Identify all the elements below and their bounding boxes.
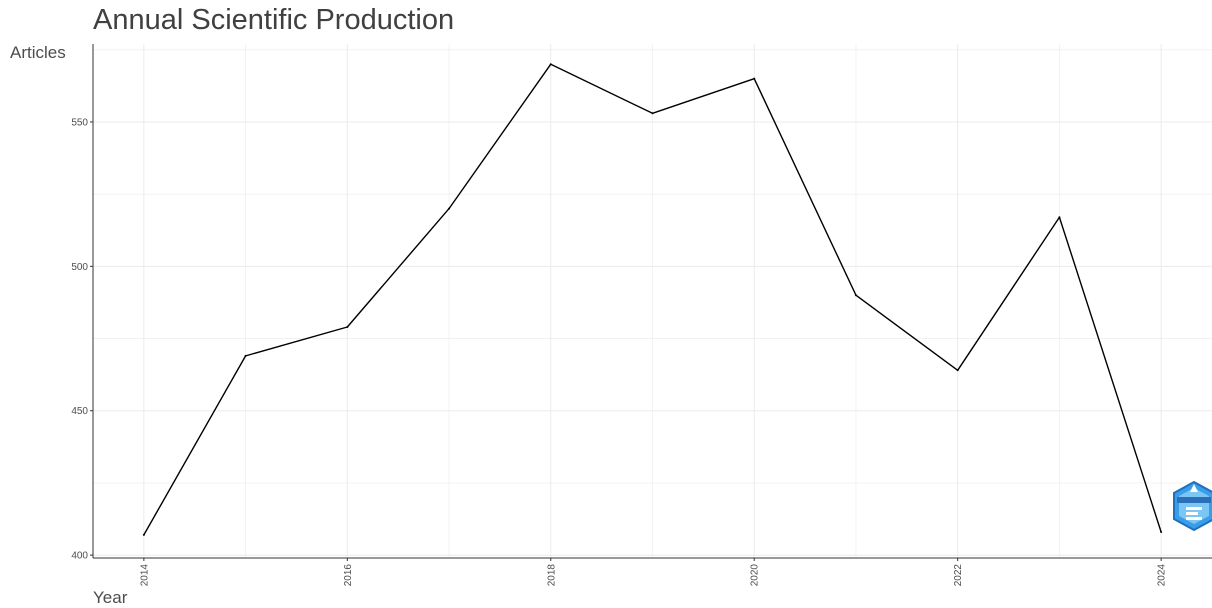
data-point	[1058, 216, 1061, 219]
x-tick-label: 2016	[343, 564, 354, 587]
data-point	[142, 533, 145, 536]
data-point	[956, 369, 959, 372]
x-tick-label: 2020	[750, 564, 761, 587]
data-point	[244, 354, 247, 357]
ticks: 400 450 500 550 2014 2016 2018 2020 2022 2024	[71, 117, 1167, 586]
data-point	[448, 207, 451, 210]
y-axis-label: Articles	[10, 43, 66, 62]
data-point	[753, 77, 756, 80]
data-point	[854, 294, 857, 297]
y-tick-label: 400	[71, 551, 88, 562]
data-point	[1160, 531, 1163, 534]
x-tick-label: 2018	[546, 564, 557, 587]
y-tick-label: 450	[71, 406, 88, 417]
y-tick-label: 550	[71, 117, 88, 128]
data-point	[651, 112, 654, 115]
x-tick-label: 2022	[953, 564, 964, 587]
bibliometrix-logo-icon	[1173, 480, 1212, 532]
y-tick-label: 500	[71, 262, 88, 273]
data-point	[549, 63, 552, 66]
data-point	[346, 325, 349, 328]
chart-title: Annual Scientific Production	[93, 4, 455, 36]
x-tick-label: 2014	[139, 564, 150, 587]
x-axis-label: Year	[93, 588, 128, 607]
grid	[93, 44, 1212, 558]
series	[142, 63, 1163, 536]
axes	[92, 44, 1212, 559]
x-tick-label: 2024	[1157, 564, 1168, 587]
